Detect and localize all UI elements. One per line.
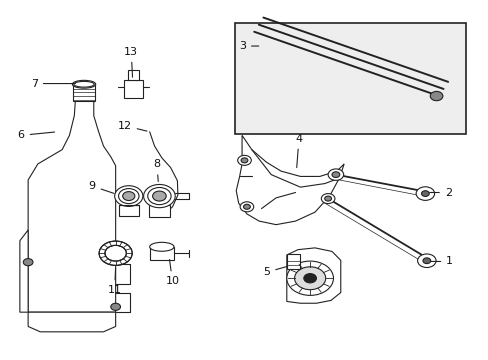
Polygon shape (28, 312, 116, 332)
Text: 9: 9 (88, 181, 114, 193)
Circle shape (422, 258, 430, 264)
Text: 6: 6 (18, 130, 55, 140)
Circle shape (415, 187, 434, 201)
Text: 3: 3 (239, 41, 258, 51)
Polygon shape (236, 135, 344, 225)
Circle shape (303, 274, 316, 283)
Bar (148, 205, 170, 217)
Text: 11: 11 (107, 268, 122, 296)
Circle shape (243, 204, 250, 209)
Polygon shape (286, 248, 340, 303)
Ellipse shape (118, 189, 139, 203)
Circle shape (241, 158, 247, 163)
Ellipse shape (99, 241, 132, 265)
Text: 1: 1 (430, 256, 452, 266)
Text: 12: 12 (117, 121, 147, 131)
Bar (119, 205, 138, 216)
Circle shape (286, 261, 333, 296)
Text: 4: 4 (295, 134, 302, 168)
Circle shape (237, 156, 251, 165)
Circle shape (321, 194, 334, 203)
Circle shape (331, 172, 339, 177)
Bar (149, 247, 174, 260)
Text: 2: 2 (429, 188, 451, 198)
Circle shape (240, 202, 253, 212)
Circle shape (417, 254, 435, 267)
Polygon shape (28, 102, 116, 312)
Text: 10: 10 (165, 260, 179, 287)
Text: 5: 5 (263, 266, 286, 277)
Ellipse shape (122, 192, 135, 201)
Circle shape (324, 196, 331, 201)
Ellipse shape (72, 80, 96, 88)
Text: 7: 7 (31, 78, 75, 89)
Ellipse shape (152, 191, 166, 201)
Text: 13: 13 (124, 47, 138, 77)
Circle shape (111, 303, 120, 310)
Bar (73, 84, 95, 102)
Bar (286, 254, 300, 269)
Text: 8: 8 (153, 159, 160, 181)
Ellipse shape (149, 242, 174, 251)
Bar (123, 80, 143, 98)
Ellipse shape (115, 186, 142, 206)
Circle shape (327, 169, 343, 180)
Ellipse shape (105, 246, 126, 261)
Ellipse shape (147, 188, 171, 204)
Circle shape (294, 267, 325, 290)
Circle shape (421, 191, 428, 197)
Bar (127, 70, 139, 80)
Circle shape (23, 258, 33, 266)
Bar (234, 23, 465, 134)
Circle shape (429, 91, 442, 101)
Polygon shape (20, 230, 28, 312)
Ellipse shape (143, 184, 175, 208)
